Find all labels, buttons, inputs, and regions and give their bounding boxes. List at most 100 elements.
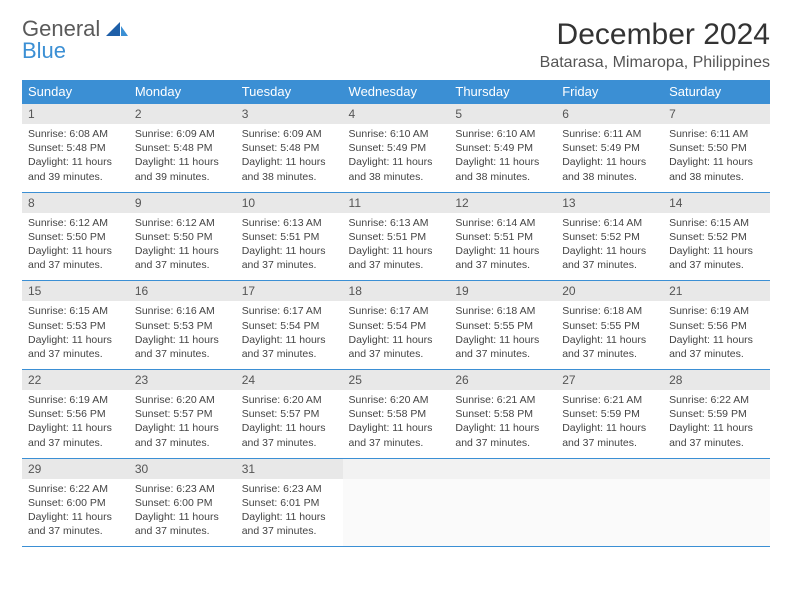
day-number: 13	[556, 192, 663, 213]
detail-sunset: Sunset: 5:51 PM	[455, 230, 550, 244]
day-detail: Sunrise: 6:22 AMSunset: 6:00 PMDaylight:…	[22, 479, 129, 547]
dow-friday: Friday	[556, 80, 663, 104]
daynum-row: 891011121314	[22, 192, 770, 213]
day-number: 19	[449, 281, 556, 302]
detail-sunset: Sunset: 5:59 PM	[562, 407, 657, 421]
header: General Blue December 2024 Batarasa, Mim…	[22, 18, 770, 72]
day-number: 10	[236, 192, 343, 213]
detail-sunrise: Sunrise: 6:20 AM	[135, 393, 230, 407]
detail-sunset: Sunset: 5:51 PM	[242, 230, 337, 244]
detail-sunset: Sunset: 5:52 PM	[669, 230, 764, 244]
day-number: 31	[236, 458, 343, 479]
day-detail: Sunrise: 6:19 AMSunset: 5:56 PMDaylight:…	[663, 301, 770, 369]
day-number	[556, 458, 663, 479]
logo-sail-icon	[106, 22, 128, 36]
detail-sunrise: Sunrise: 6:17 AM	[349, 304, 444, 318]
detail-sunset: Sunset: 5:53 PM	[28, 319, 123, 333]
day-detail: Sunrise: 6:13 AMSunset: 5:51 PMDaylight:…	[236, 213, 343, 281]
day-detail	[449, 479, 556, 547]
dow-sunday: Sunday	[22, 80, 129, 104]
detail-sunrise: Sunrise: 6:14 AM	[455, 216, 550, 230]
detail-row: Sunrise: 6:08 AMSunset: 5:48 PMDaylight:…	[22, 124, 770, 192]
detail-day1: Daylight: 11 hours	[242, 155, 337, 169]
detail-sunset: Sunset: 5:57 PM	[242, 407, 337, 421]
detail-day1: Daylight: 11 hours	[669, 244, 764, 258]
detail-day1: Daylight: 11 hours	[135, 244, 230, 258]
detail-day2: and 37 minutes.	[242, 524, 337, 538]
detail-sunrise: Sunrise: 6:21 AM	[562, 393, 657, 407]
detail-day1: Daylight: 11 hours	[28, 155, 123, 169]
detail-day2: and 37 minutes.	[242, 258, 337, 272]
detail-sunrise: Sunrise: 6:20 AM	[242, 393, 337, 407]
detail-day2: and 37 minutes.	[669, 347, 764, 361]
detail-sunrise: Sunrise: 6:13 AM	[349, 216, 444, 230]
day-number: 11	[343, 192, 450, 213]
day-detail: Sunrise: 6:20 AMSunset: 5:58 PMDaylight:…	[343, 390, 450, 458]
detail-sunset: Sunset: 5:56 PM	[669, 319, 764, 333]
day-detail: Sunrise: 6:14 AMSunset: 5:51 PMDaylight:…	[449, 213, 556, 281]
detail-sunrise: Sunrise: 6:19 AM	[669, 304, 764, 318]
detail-day1: Daylight: 11 hours	[349, 421, 444, 435]
day-number: 2	[129, 104, 236, 125]
day-detail: Sunrise: 6:18 AMSunset: 5:55 PMDaylight:…	[449, 301, 556, 369]
day-number: 30	[129, 458, 236, 479]
day-detail: Sunrise: 6:22 AMSunset: 5:59 PMDaylight:…	[663, 390, 770, 458]
detail-sunset: Sunset: 5:54 PM	[242, 319, 337, 333]
detail-sunrise: Sunrise: 6:18 AM	[562, 304, 657, 318]
detail-sunset: Sunset: 5:48 PM	[135, 141, 230, 155]
detail-sunset: Sunset: 5:51 PM	[349, 230, 444, 244]
detail-day2: and 37 minutes.	[349, 258, 444, 272]
detail-sunset: Sunset: 5:48 PM	[28, 141, 123, 155]
day-detail: Sunrise: 6:21 AMSunset: 5:59 PMDaylight:…	[556, 390, 663, 458]
detail-sunrise: Sunrise: 6:08 AM	[28, 127, 123, 141]
detail-sunrise: Sunrise: 6:14 AM	[562, 216, 657, 230]
dow-thursday: Thursday	[449, 80, 556, 104]
logo-word-blue: Blue	[22, 38, 66, 63]
day-number: 7	[663, 104, 770, 125]
detail-sunrise: Sunrise: 6:09 AM	[242, 127, 337, 141]
day-number: 18	[343, 281, 450, 302]
day-number: 16	[129, 281, 236, 302]
day-detail: Sunrise: 6:19 AMSunset: 5:56 PMDaylight:…	[22, 390, 129, 458]
detail-sunset: Sunset: 5:57 PM	[135, 407, 230, 421]
month-title: December 2024	[540, 18, 770, 52]
day-detail: Sunrise: 6:11 AMSunset: 5:49 PMDaylight:…	[556, 124, 663, 192]
detail-day2: and 37 minutes.	[349, 436, 444, 450]
detail-day1: Daylight: 11 hours	[349, 155, 444, 169]
day-number: 17	[236, 281, 343, 302]
day-number: 21	[663, 281, 770, 302]
day-detail: Sunrise: 6:17 AMSunset: 5:54 PMDaylight:…	[236, 301, 343, 369]
day-detail: Sunrise: 6:18 AMSunset: 5:55 PMDaylight:…	[556, 301, 663, 369]
detail-sunset: Sunset: 5:59 PM	[669, 407, 764, 421]
detail-day1: Daylight: 11 hours	[562, 244, 657, 258]
day-number: 14	[663, 192, 770, 213]
detail-day2: and 37 minutes.	[455, 258, 550, 272]
detail-sunrise: Sunrise: 6:21 AM	[455, 393, 550, 407]
detail-day1: Daylight: 11 hours	[135, 333, 230, 347]
day-detail: Sunrise: 6:08 AMSunset: 5:48 PMDaylight:…	[22, 124, 129, 192]
detail-day2: and 37 minutes.	[28, 258, 123, 272]
detail-sunset: Sunset: 5:52 PM	[562, 230, 657, 244]
detail-day2: and 38 minutes.	[455, 170, 550, 184]
dow-saturday: Saturday	[663, 80, 770, 104]
day-number: 29	[22, 458, 129, 479]
location: Batarasa, Mimaropa, Philippines	[540, 54, 770, 72]
detail-day1: Daylight: 11 hours	[349, 333, 444, 347]
day-number: 6	[556, 104, 663, 125]
detail-day2: and 37 minutes.	[135, 258, 230, 272]
detail-sunset: Sunset: 6:00 PM	[135, 496, 230, 510]
detail-sunrise: Sunrise: 6:12 AM	[28, 216, 123, 230]
detail-sunrise: Sunrise: 6:12 AM	[135, 216, 230, 230]
day-number	[449, 458, 556, 479]
detail-sunrise: Sunrise: 6:13 AM	[242, 216, 337, 230]
detail-day2: and 37 minutes.	[28, 524, 123, 538]
day-detail: Sunrise: 6:13 AMSunset: 5:51 PMDaylight:…	[343, 213, 450, 281]
detail-day1: Daylight: 11 hours	[242, 421, 337, 435]
detail-row: Sunrise: 6:12 AMSunset: 5:50 PMDaylight:…	[22, 213, 770, 281]
detail-sunset: Sunset: 5:49 PM	[562, 141, 657, 155]
detail-sunrise: Sunrise: 6:16 AM	[135, 304, 230, 318]
dow-tuesday: Tuesday	[236, 80, 343, 104]
detail-day2: and 37 minutes.	[28, 347, 123, 361]
day-number: 28	[663, 370, 770, 391]
day-detail: Sunrise: 6:12 AMSunset: 5:50 PMDaylight:…	[22, 213, 129, 281]
